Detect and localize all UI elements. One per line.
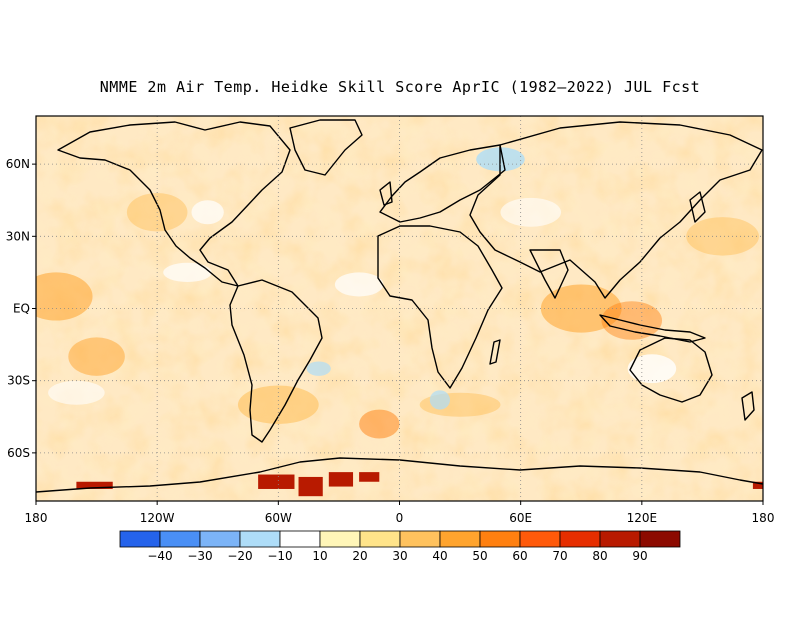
coast-japan xyxy=(689,191,706,223)
coast-south-america xyxy=(229,279,323,443)
colorbar-swatch xyxy=(599,530,641,548)
high-skill-block xyxy=(258,474,295,489)
colorbar-swatch xyxy=(479,530,521,548)
colorbar-label: −10 xyxy=(267,549,292,563)
high-skill-block xyxy=(359,472,380,482)
colorbar-swatch xyxy=(119,530,161,548)
coast-north-america xyxy=(57,121,291,287)
field-patch xyxy=(68,337,125,376)
high-skill-block xyxy=(328,472,354,487)
colorbar-swatch xyxy=(359,530,401,548)
lat-tick-label: 30N xyxy=(6,229,30,243)
coast-british-isles xyxy=(379,181,393,206)
colorbar-swatch xyxy=(639,530,681,548)
colorbar-label: 40 xyxy=(432,549,447,563)
coast-madagascar xyxy=(489,339,501,365)
lat-tick-label: EQ xyxy=(13,302,30,316)
field-patch xyxy=(48,380,105,405)
coast-india xyxy=(529,249,569,299)
field-patch xyxy=(627,354,677,384)
lon-tick-label: 120E xyxy=(627,511,658,525)
field-patch xyxy=(191,200,224,225)
colorbar: −40 −30 −20 −10 10 20 30 40 50 60 70 80 90 xyxy=(119,530,681,563)
map-field xyxy=(36,116,763,501)
colorbar-swatch xyxy=(279,530,321,548)
lon-tick-label: 60W xyxy=(265,511,292,525)
high-skill-block xyxy=(298,476,323,497)
field-patch xyxy=(686,217,759,256)
colorbar-label: 30 xyxy=(392,549,407,563)
lat-tick-label: 30S xyxy=(7,374,30,388)
lat-tick-label: 60N xyxy=(6,157,30,171)
field-patch xyxy=(429,390,450,410)
colorbar-label: −40 xyxy=(147,549,172,563)
colorbar-swatch xyxy=(159,530,201,548)
colorbar-swatch xyxy=(519,530,561,548)
field-patch xyxy=(163,262,212,283)
lat-tick-label: 60S xyxy=(7,446,30,460)
colorbar-label: −30 xyxy=(187,549,212,563)
coast-greenland xyxy=(289,119,363,176)
colorbar-label: 60 xyxy=(512,549,527,563)
field-patch xyxy=(601,301,663,340)
longitude-axis: 180 120W 60W 0 60E 120E 180 xyxy=(25,501,775,525)
colorbar-swatch xyxy=(399,530,441,548)
colorbar-label: 70 xyxy=(552,549,567,563)
field-patch xyxy=(540,284,622,333)
field-patch xyxy=(334,272,384,297)
colorbar-swatch xyxy=(319,530,361,548)
coast-new-zealand xyxy=(741,391,755,421)
lon-tick-label: 120W xyxy=(140,511,175,525)
map-title: NMME 2m Air Temp. Heidke Skill Score Apr… xyxy=(99,78,701,96)
colorbar-label: 10 xyxy=(312,549,327,563)
colorbar-label: 20 xyxy=(352,549,367,563)
colorbar-swatch xyxy=(559,530,601,548)
latitude-axis: 60N 30N EQ 30S 60S xyxy=(6,157,36,460)
lon-tick-label: 0 xyxy=(396,511,404,525)
colorbar-label: −20 xyxy=(227,549,252,563)
coast-africa xyxy=(377,225,503,389)
high-skill-block xyxy=(76,481,113,489)
coast-europe xyxy=(379,144,506,223)
field-patch xyxy=(359,409,400,439)
graticule xyxy=(36,116,763,501)
field-patch xyxy=(500,197,562,227)
coast-asia xyxy=(469,121,763,299)
field-patch xyxy=(36,272,93,321)
colorbar-label: 80 xyxy=(592,549,607,563)
coastlines xyxy=(36,119,763,493)
coast-antarctica xyxy=(36,457,763,493)
colorbar-swatch xyxy=(439,530,481,548)
colorbar-label: 50 xyxy=(472,549,487,563)
lon-tick-label: 180 xyxy=(25,511,48,525)
colorbar-swatch xyxy=(199,530,241,548)
colorbar-swatch xyxy=(239,530,281,548)
lon-tick-label: 60E xyxy=(509,511,532,525)
colorbar-label: 90 xyxy=(632,549,647,563)
field-patch xyxy=(306,361,331,376)
lon-tick-label: 180 xyxy=(752,511,775,525)
high-skill-block xyxy=(752,481,763,489)
coast-australia xyxy=(629,337,713,403)
coast-indonesia xyxy=(599,314,706,343)
